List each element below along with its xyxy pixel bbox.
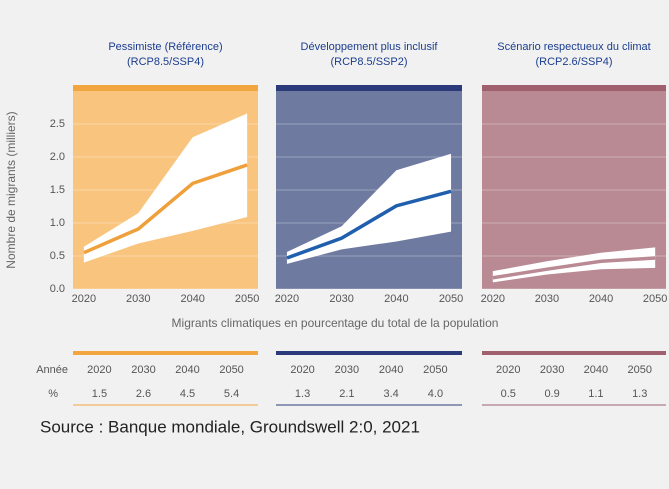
x-tick-label: 2030 <box>126 293 150 305</box>
row-label: Année <box>36 364 68 376</box>
table-percent: 2.6 <box>136 388 151 400</box>
y-tick-label: 2.0 <box>50 151 65 163</box>
panel-subtitle: (RCP2.6/SSP4) <box>535 56 612 68</box>
table-accent <box>276 351 462 355</box>
table-year: 2050 <box>219 364 243 376</box>
median-line <box>83 163 248 255</box>
x-tick-label: 2030 <box>329 293 353 305</box>
source: Source : Banque mondiale, Groundswell 2:… <box>40 417 420 436</box>
median-line <box>286 189 452 260</box>
table-year: 2030 <box>540 364 564 376</box>
table-year: 2040 <box>379 364 403 376</box>
row-label: % <box>48 388 58 400</box>
x-tick-label: 2020 <box>72 293 96 305</box>
table-percent: 5.4 <box>224 388 239 400</box>
y-axis-label: Nombre de migrants (milliers) <box>4 111 18 268</box>
x-tick-label: 2050 <box>643 293 667 305</box>
panel-title: Scénario respectueux du climat <box>497 41 650 53</box>
table-year: 2020 <box>290 364 314 376</box>
table-percent: 4.0 <box>428 388 443 400</box>
panel-subtitle: (RCP8.5/SSP2) <box>330 56 407 68</box>
table-percent: 0.5 <box>501 388 516 400</box>
table-year: 2020 <box>87 364 111 376</box>
table-percent: 1.3 <box>632 388 647 400</box>
band <box>286 153 452 264</box>
table-percent: 2.1 <box>339 388 354 400</box>
table-year: 2050 <box>627 364 651 376</box>
table-percent: 1.3 <box>295 388 310 400</box>
x-tick-label: 2020 <box>481 293 505 305</box>
x-tick-label: 2050 <box>235 293 259 305</box>
panel-subtitle: (RCP8.5/SSP4) <box>127 56 204 68</box>
x-tick-label: 2040 <box>180 293 204 305</box>
table-percent: 1.5 <box>92 388 107 400</box>
x-tick-label: 2050 <box>439 293 463 305</box>
y-tick-label: 2.5 <box>50 118 65 130</box>
table-percent: 4.5 <box>180 388 195 400</box>
panel-title: Développement plus inclusif <box>301 41 439 53</box>
panel-title: Pessimiste (Référence) <box>108 41 222 53</box>
panel-accent <box>482 85 666 91</box>
table-percent: 3.4 <box>383 388 398 400</box>
panel-accent <box>73 85 258 91</box>
x-axis-label: Migrants climatiques en pourcentage du t… <box>172 316 499 330</box>
table-year: 2050 <box>423 364 447 376</box>
x-tick-label: 2040 <box>384 293 408 305</box>
x-tick-label: 2020 <box>275 293 299 305</box>
table-accent <box>73 351 258 355</box>
median-line <box>492 256 656 280</box>
band <box>83 113 248 263</box>
y-tick-label: 0.5 <box>50 250 65 262</box>
table-year: 2040 <box>584 364 608 376</box>
y-tick-label: 0.0 <box>50 283 65 295</box>
x-tick-label: 2030 <box>535 293 559 305</box>
table-year: 2020 <box>496 364 520 376</box>
panel-accent <box>276 85 462 91</box>
y-tick-label: 1.0 <box>50 217 65 229</box>
x-tick-label: 2040 <box>589 293 613 305</box>
table-percent: 1.1 <box>588 388 603 400</box>
table-percent: 0.9 <box>544 388 559 400</box>
table-accent <box>482 351 666 355</box>
table-year: 2040 <box>175 364 199 376</box>
table-year: 2030 <box>131 364 155 376</box>
y-tick-label: 1.5 <box>50 184 65 196</box>
table-year: 2030 <box>335 364 359 376</box>
